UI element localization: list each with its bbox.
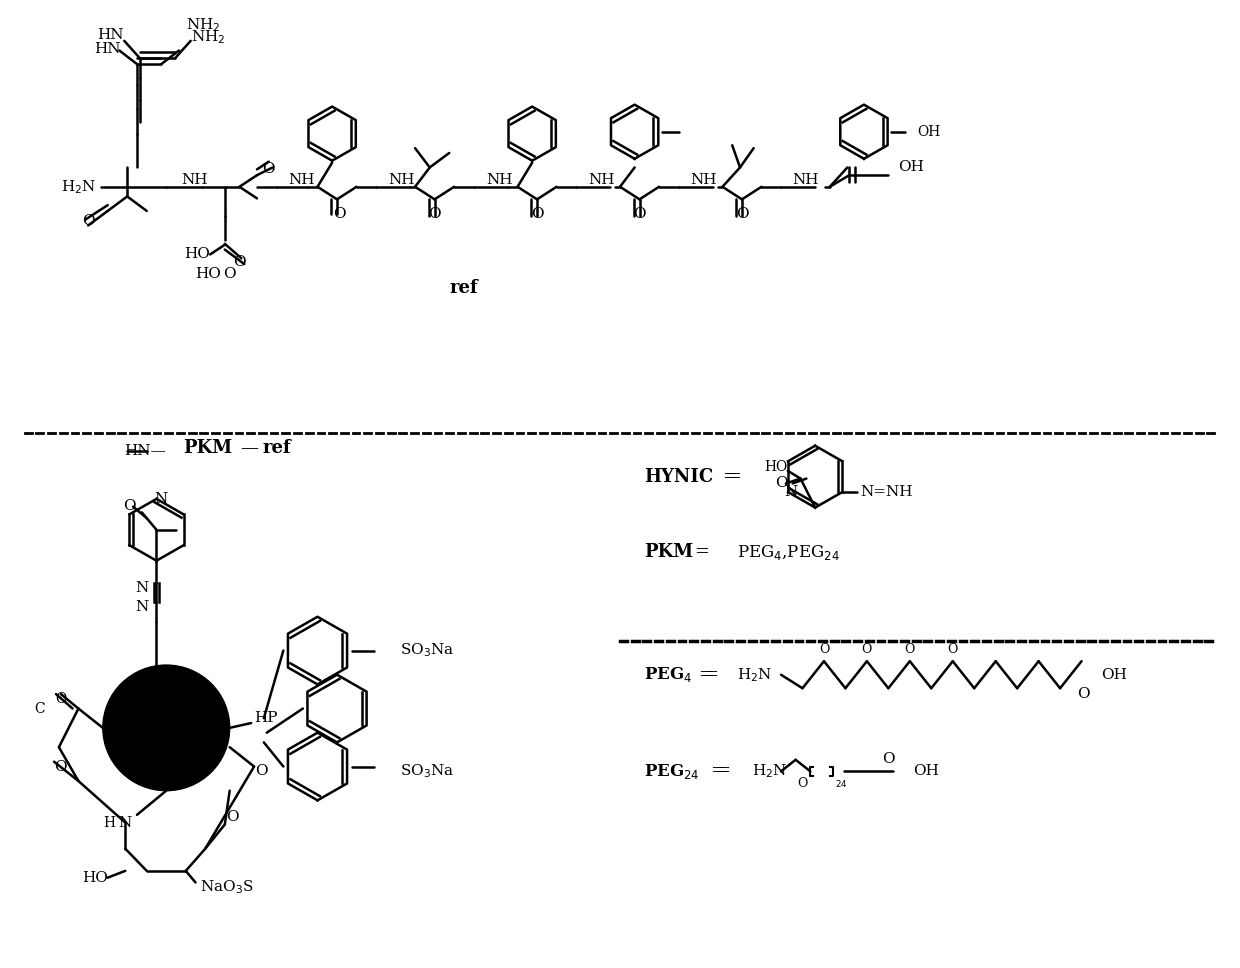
Text: SO$_3$Na: SO$_3$Na	[401, 763, 455, 780]
Text: H$_2$N: H$_2$N	[61, 178, 95, 196]
Text: PKM: PKM	[645, 543, 693, 561]
Text: NH: NH	[288, 173, 315, 187]
Text: OH: OH	[898, 161, 924, 174]
Text: NH: NH	[388, 173, 414, 187]
Text: N=NH: N=NH	[859, 485, 913, 499]
Text: NH: NH	[588, 173, 614, 187]
Text: =: =	[698, 666, 713, 683]
Text: N: N	[135, 581, 149, 594]
Text: NH: NH	[691, 173, 717, 187]
Text: HN: HN	[98, 28, 124, 42]
Text: HP: HP	[254, 711, 278, 725]
Text: NH: NH	[181, 173, 207, 187]
Text: SO$_3$Na: SO$_3$Na	[401, 642, 455, 659]
Text: N: N	[785, 485, 797, 499]
Text: =: =	[723, 468, 738, 486]
Text: =: =	[728, 468, 748, 486]
Text: C: C	[33, 702, 45, 715]
Text: NH$_2$: NH$_2$	[191, 28, 226, 45]
Text: O: O	[947, 643, 959, 656]
Text: NH: NH	[792, 173, 820, 187]
Text: $_{24}$: $_{24}$	[835, 777, 847, 791]
Text: PEG$_{24}$: PEG$_{24}$	[645, 762, 701, 781]
Text: NH$_2$: NH$_2$	[186, 16, 221, 34]
Text: NH: NH	[486, 173, 513, 187]
Text: PKM: PKM	[184, 439, 233, 457]
Text: H$_2$N: H$_2$N	[737, 666, 773, 683]
Text: O: O	[797, 777, 807, 791]
Text: PEG$_4$,PEG$_{24}$: PEG$_4$,PEG$_{24}$	[737, 542, 839, 561]
Text: =: =	[709, 763, 724, 780]
Text: O: O	[634, 207, 646, 221]
Text: N: N	[119, 816, 131, 830]
Text: O: O	[255, 765, 268, 778]
Text: O: O	[862, 643, 872, 656]
Text: O: O	[1078, 687, 1090, 701]
Text: =: =	[704, 666, 724, 683]
Text: O: O	[905, 643, 915, 656]
Text: O: O	[818, 643, 830, 656]
Text: O: O	[332, 207, 345, 221]
Text: $^{99m}$Tc: $^{99m}$Tc	[144, 719, 180, 737]
Text: O: O	[56, 692, 67, 706]
Text: =: =	[715, 763, 737, 780]
Text: HO: HO	[765, 460, 787, 474]
Text: NaO$_3$S: NaO$_3$S	[201, 878, 254, 896]
Text: O: O	[226, 810, 239, 824]
Text: O: O	[775, 476, 787, 491]
Text: O: O	[123, 499, 135, 513]
Text: O: O	[428, 207, 441, 221]
Text: O: O	[55, 760, 67, 773]
Circle shape	[103, 665, 229, 791]
Text: O: O	[531, 207, 543, 221]
Text: HO: HO	[196, 267, 222, 281]
Text: O: O	[223, 267, 236, 281]
Text: OH: OH	[918, 125, 941, 138]
Text: HO: HO	[185, 248, 210, 261]
Text: PEG$_4$: PEG$_4$	[645, 665, 693, 684]
Text: ref: ref	[262, 439, 291, 457]
Text: HYNIC: HYNIC	[645, 468, 714, 486]
Text: H: H	[104, 816, 115, 830]
Text: O: O	[735, 207, 748, 221]
Text: OH: OH	[913, 765, 939, 778]
Text: —: —	[241, 439, 258, 457]
Text: OH: OH	[1101, 668, 1127, 681]
Text: O: O	[882, 752, 894, 766]
Text: HN: HN	[94, 42, 122, 55]
Text: ref: ref	[449, 279, 479, 297]
Text: HO: HO	[82, 870, 108, 885]
Text: N: N	[135, 600, 149, 614]
Text: O: O	[263, 163, 275, 176]
Text: N: N	[154, 492, 167, 506]
Text: O: O	[82, 214, 94, 227]
Text: =: =	[696, 543, 715, 561]
Text: HN—: HN—	[124, 443, 166, 458]
Text: H$_2$N: H$_2$N	[751, 763, 787, 780]
Text: O: O	[233, 256, 246, 269]
